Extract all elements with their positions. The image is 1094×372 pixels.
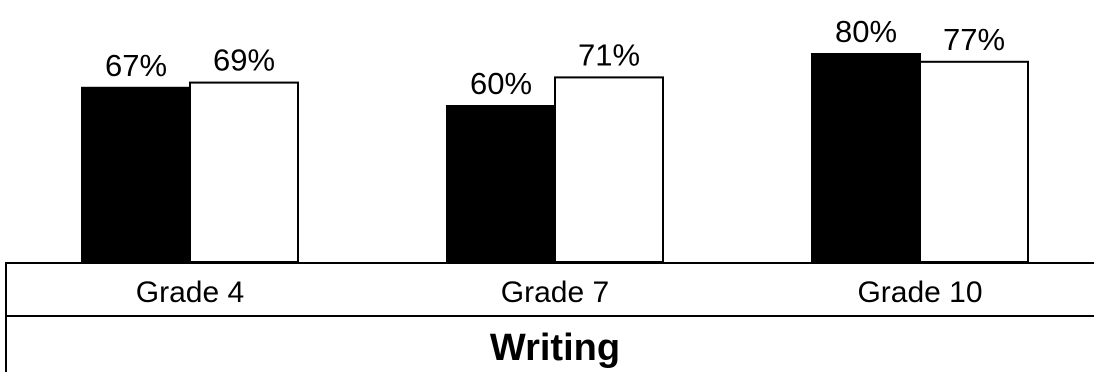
bar-grade-4-series-1 (81, 86, 191, 263)
category-label: Grade 10 (857, 276, 982, 309)
bar-grade-10-series-2 (919, 60, 1029, 263)
bar-value-label: 77% (943, 22, 1005, 57)
bar-grade-10-series-1 (811, 53, 921, 263)
bar-grade-7-series-2 (554, 76, 664, 264)
bar-value-label: 80% (835, 14, 897, 49)
category-label: Grade 4 (136, 276, 244, 309)
bar-value-label: 67% (105, 48, 167, 83)
category-row-frame (5, 262, 1094, 317)
category-label: Grade 7 (501, 276, 609, 309)
group-label: Writing (490, 327, 620, 369)
category-table (5, 262, 1094, 372)
bar-grade-4-series-2 (189, 81, 299, 263)
bar-value-label: 71% (578, 37, 640, 72)
bar-grade-7-series-1 (446, 105, 556, 263)
category-labels: Grade 4 Grade 7 Grade 10 (136, 276, 983, 309)
group-row-frame (5, 315, 1094, 372)
bars-layer: 67% 69% 60% 71% 80% 77% (81, 14, 1029, 264)
bar-value-label: 60% (470, 66, 532, 101)
bar-value-label: 69% (213, 43, 275, 78)
